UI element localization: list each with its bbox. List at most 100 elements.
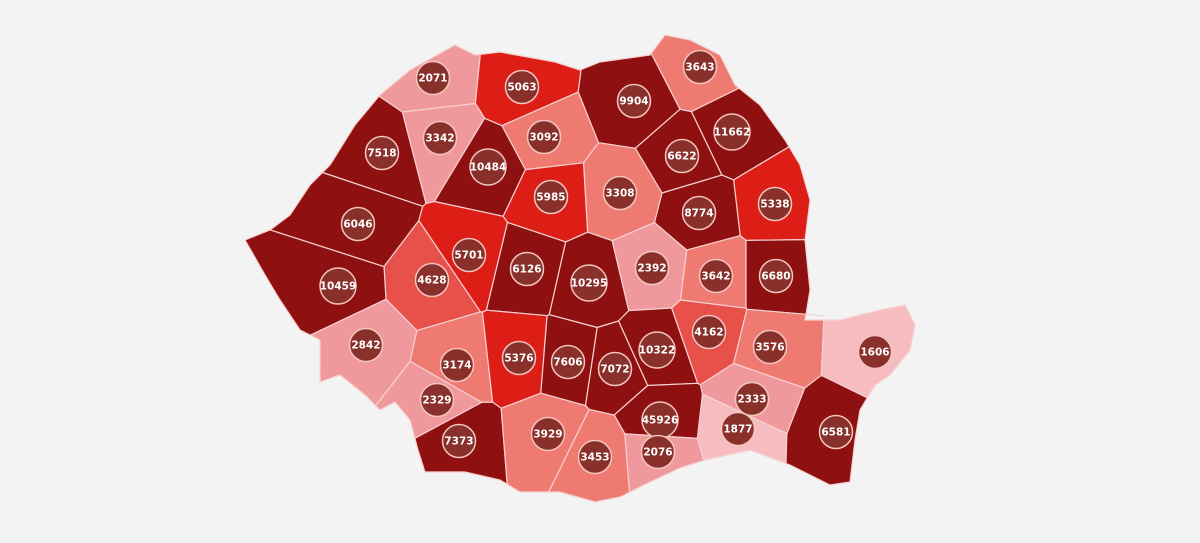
county-value-badge: 5338	[757, 186, 793, 222]
county-value-badge: 7518	[364, 135, 400, 171]
county-value: 2842	[351, 340, 380, 352]
county-value: 7518	[367, 148, 396, 160]
county-value: 11662	[714, 127, 751, 139]
county-value: 5338	[760, 199, 789, 211]
value-badge-circle	[469, 148, 507, 186]
county-value-badge: 8774	[681, 195, 717, 231]
value-badge-circle	[713, 113, 751, 151]
county-value: 6680	[761, 271, 790, 283]
county-value-badge: 2329	[419, 382, 455, 418]
county-value: 10484	[470, 162, 507, 174]
county-value: 10459	[320, 281, 357, 293]
county-value-badge: 6680	[758, 258, 794, 294]
county-value: 7606	[553, 357, 582, 369]
county-value: 9904	[619, 96, 648, 108]
county-value-badge: 1606	[857, 334, 893, 370]
value-badge-circle	[441, 423, 477, 459]
county-value-badge: 7072	[597, 351, 633, 387]
value-badge-circle	[818, 414, 854, 450]
value-badge-circle	[439, 347, 475, 383]
value-badge-circle	[758, 258, 794, 294]
county-value: 2333	[737, 394, 766, 406]
county-value-badge: 3092	[526, 119, 562, 155]
value-badge-circle	[682, 49, 718, 85]
county-value-badge: 5063	[504, 69, 540, 105]
value-badge-circle	[530, 416, 566, 452]
county-value: 2329	[422, 395, 451, 407]
value-badge-circle	[634, 250, 670, 286]
county-value-badge: 9904	[616, 83, 652, 119]
county-value: 1606	[860, 347, 889, 359]
county-value-badge: 6126	[509, 251, 545, 287]
value-badge-circle	[364, 135, 400, 171]
county-value: 3308	[605, 188, 634, 200]
county-value: 2392	[637, 263, 666, 275]
county-value: 5701	[454, 250, 483, 262]
value-badge-circle	[533, 179, 569, 215]
county-value: 1877	[723, 424, 752, 436]
county-region[interactable]	[244, 229, 387, 336]
value-badge-circle	[757, 186, 793, 222]
county-value: 2071	[418, 73, 447, 85]
value-badge-circle	[509, 251, 545, 287]
county-value-badge: 3643	[682, 49, 718, 85]
county-value: 6126	[512, 264, 541, 276]
value-badge-circle	[734, 381, 770, 417]
county-value-badge: 1877	[720, 411, 756, 447]
county-value-badge: 45926	[641, 401, 679, 439]
county-labels: 2071 5063 3643 9904 3342 3092 11662 7518 10484 66…	[319, 49, 893, 475]
value-badge-circle	[419, 382, 455, 418]
county-value: 5063	[507, 82, 536, 94]
county-value: 3174	[442, 360, 471, 372]
value-badge-circle	[681, 195, 717, 231]
county-value: 3929	[533, 429, 562, 441]
county-value-badge: 3453	[577, 439, 613, 475]
county-value-badge: 6581	[818, 414, 854, 450]
county-value-badge: 3929	[530, 416, 566, 452]
county-value-badge: 2076	[640, 434, 676, 470]
value-badge-circle	[504, 69, 540, 105]
value-badge-circle	[857, 334, 893, 370]
value-badge-circle	[698, 258, 734, 294]
county-value: 3643	[685, 62, 714, 74]
county-value: 3453	[580, 452, 609, 464]
county-value-badge: 2392	[634, 250, 670, 286]
value-badge-circle	[638, 331, 676, 369]
county-value-badge: 6046	[340, 206, 376, 242]
value-badge-circle	[422, 120, 458, 156]
county-value-badge: 3308	[602, 175, 638, 211]
county-value: 10322	[639, 345, 676, 357]
value-badge-circle	[640, 434, 676, 470]
county-value: 5985	[536, 192, 565, 204]
value-badge-circle	[550, 344, 586, 380]
value-badge-circle	[414, 262, 450, 298]
county-value-badge: 7606	[550, 344, 586, 380]
county-regions	[244, 34, 916, 503]
county-value-badge: 3174	[439, 347, 475, 383]
county-value: 6622	[667, 151, 696, 163]
county-value-badge: 2333	[734, 381, 770, 417]
county-value-badge: 4162	[691, 314, 727, 350]
value-badge-circle	[340, 206, 376, 242]
county-value-badge: 5376	[501, 340, 537, 376]
value-badge-circle	[691, 314, 727, 350]
county-value: 3092	[529, 132, 558, 144]
county-value: 5376	[504, 353, 533, 365]
county-value: 3642	[701, 271, 730, 283]
county-value-badge: 10322	[638, 331, 676, 369]
county-value-badge: 10484	[469, 148, 507, 186]
county-value: 4162	[694, 327, 723, 339]
county-value-badge: 5701	[451, 237, 487, 273]
county-value-badge: 3576	[752, 329, 788, 365]
county-value-badge: 2071	[415, 60, 451, 96]
county-value: 4628	[417, 275, 446, 287]
value-badge-circle	[577, 439, 613, 475]
county-value-badge: 10295	[570, 264, 608, 302]
county-value: 45926	[642, 415, 679, 427]
county-value: 10295	[571, 278, 608, 290]
value-badge-circle	[501, 340, 537, 376]
value-badge-circle	[664, 138, 700, 174]
value-badge-circle	[319, 267, 357, 305]
county-value: 7373	[444, 436, 473, 448]
